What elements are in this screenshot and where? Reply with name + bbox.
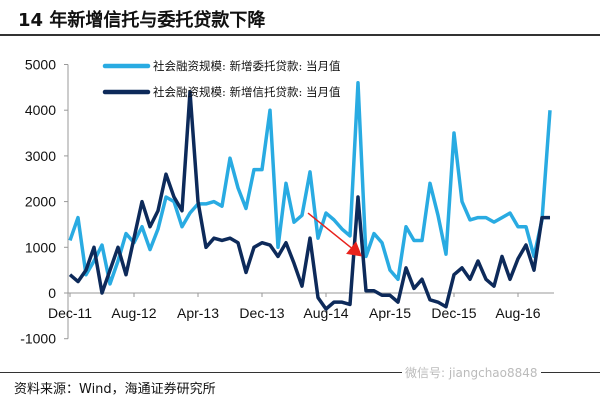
series-line-trust-loans bbox=[68, 90, 550, 311]
annotation-arrow-head bbox=[346, 241, 362, 257]
y-tick-label: 5000 bbox=[25, 57, 56, 73]
y-tick-label: 4000 bbox=[25, 102, 56, 118]
y-tick-label: 3000 bbox=[25, 148, 56, 164]
bottom-divider bbox=[0, 372, 600, 373]
series-line-entrusted-loans bbox=[68, 81, 552, 286]
x-tick-label: Aug-16 bbox=[495, 305, 540, 321]
y-tick-label: -1000 bbox=[20, 331, 56, 347]
y-tick-label: 2000 bbox=[25, 194, 56, 210]
top-divider bbox=[0, 34, 600, 36]
annotation-arrow-shaft bbox=[307, 212, 352, 249]
chart-title: 14 年新增信托与委托贷款下降 bbox=[18, 10, 266, 31]
watermark: 微信号: jiangchao8848 bbox=[402, 364, 541, 381]
x-tick-label: Dec-11 bbox=[48, 305, 92, 321]
source-note: 资料来源：Wind，海通证券研究所 bbox=[14, 382, 216, 397]
y-tick-label: 1000 bbox=[25, 239, 56, 255]
x-tick-label: Dec-13 bbox=[239, 305, 284, 321]
y-tick-label: 0 bbox=[48, 285, 56, 301]
legend-label: 社会融资规模: 新增委托贷款: 当月值 bbox=[153, 59, 341, 73]
x-tick-label: Aug-14 bbox=[303, 305, 348, 321]
x-tick-label: Dec-15 bbox=[431, 305, 476, 321]
x-tick-label: Aug-12 bbox=[111, 305, 156, 321]
x-tick-label: Apr-15 bbox=[369, 305, 411, 321]
legend-label: 社会融资规模: 新增信托贷款: 当月值 bbox=[153, 85, 341, 99]
x-tick-label: Apr-13 bbox=[177, 305, 219, 321]
